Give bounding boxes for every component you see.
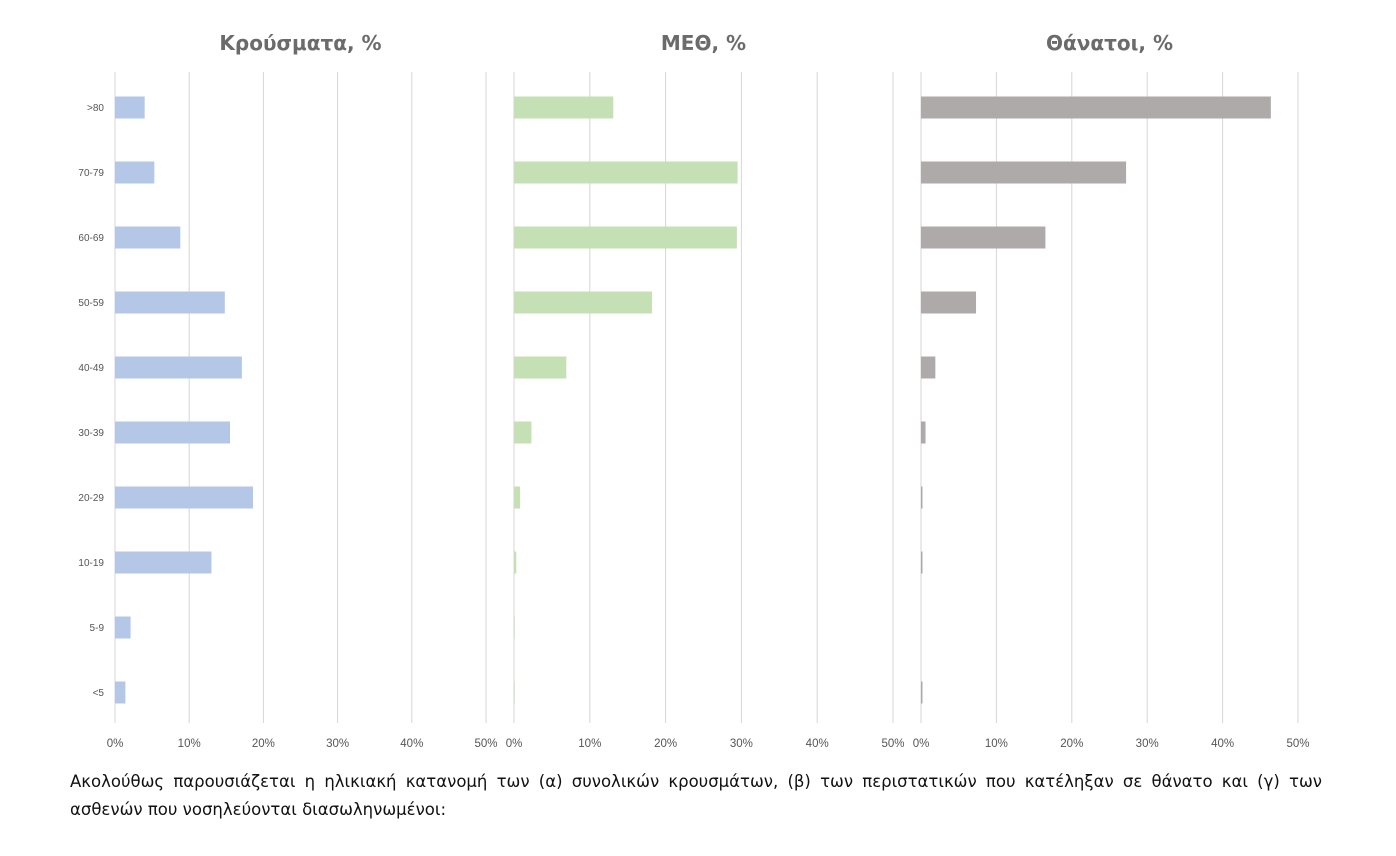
category-label: 70-79 [78,168,104,179]
bar [115,356,242,379]
bar [514,291,652,314]
bar [115,291,225,314]
x-tick-label: 10% [578,738,601,750]
x-tick-label: 0% [913,738,930,750]
x-tick-label: 50% [474,738,497,750]
x-tick-label: 40% [806,738,829,750]
panel-title: Κρούσματα, % [219,31,381,55]
x-tick-label: 0% [107,738,124,750]
bar [115,551,212,574]
caption-text: Ακολούθως παρουσιάζεται η ηλικιακή καταν… [70,772,1322,819]
bar [921,226,1046,249]
panel-title: ΜΕΘ, % [661,31,746,55]
bar [514,161,738,184]
category-label: 40-49 [78,363,104,374]
x-tick-label: 0% [506,738,523,750]
panel-title: Θάνατοι, % [1046,31,1173,55]
x-tick-label: 30% [1136,738,1159,750]
bar [514,551,517,574]
x-tick-label: 10% [985,738,1008,750]
bar [921,681,923,704]
bar [115,226,181,249]
bar [115,486,254,509]
category-label: 20-29 [78,493,104,504]
bar [921,161,1127,184]
bar [514,356,567,379]
x-tick-label: 30% [730,738,753,750]
x-tick-label: 30% [326,738,349,750]
bar [115,681,126,704]
bar [514,486,521,509]
bar [921,421,926,444]
category-label: <5 [93,688,105,699]
x-tick-label: 20% [252,738,275,750]
category-label: 5-9 [90,623,105,634]
bar [115,96,145,119]
bar [921,96,1271,119]
bar [115,161,155,184]
bar [921,486,923,509]
bar [921,291,977,314]
category-label: 10-19 [78,558,104,569]
bar [514,226,737,249]
x-tick-label: 40% [1211,738,1234,750]
x-tick-label: 20% [654,738,677,750]
bar [514,421,532,444]
age-distribution-chart: >80 70-79 60-69 50-59 40-49 30-39 20-29 10-19 5-… [78,31,1309,750]
bar [514,681,515,704]
x-tick-label: 40% [400,738,423,750]
category-label: >80 [87,103,104,114]
category-label: 60-69 [78,233,104,244]
category-label: 50-59 [78,298,104,309]
bar [514,96,614,119]
x-tick-label: 50% [1286,738,1309,750]
x-tick-label: 20% [1060,738,1083,750]
category-label: 30-39 [78,428,104,439]
bar [514,616,515,639]
bar [115,421,231,444]
bar [115,616,131,639]
bar [921,551,923,574]
x-tick-label: 10% [178,738,201,750]
bar [921,356,936,379]
x-tick-label: 50% [881,738,904,750]
